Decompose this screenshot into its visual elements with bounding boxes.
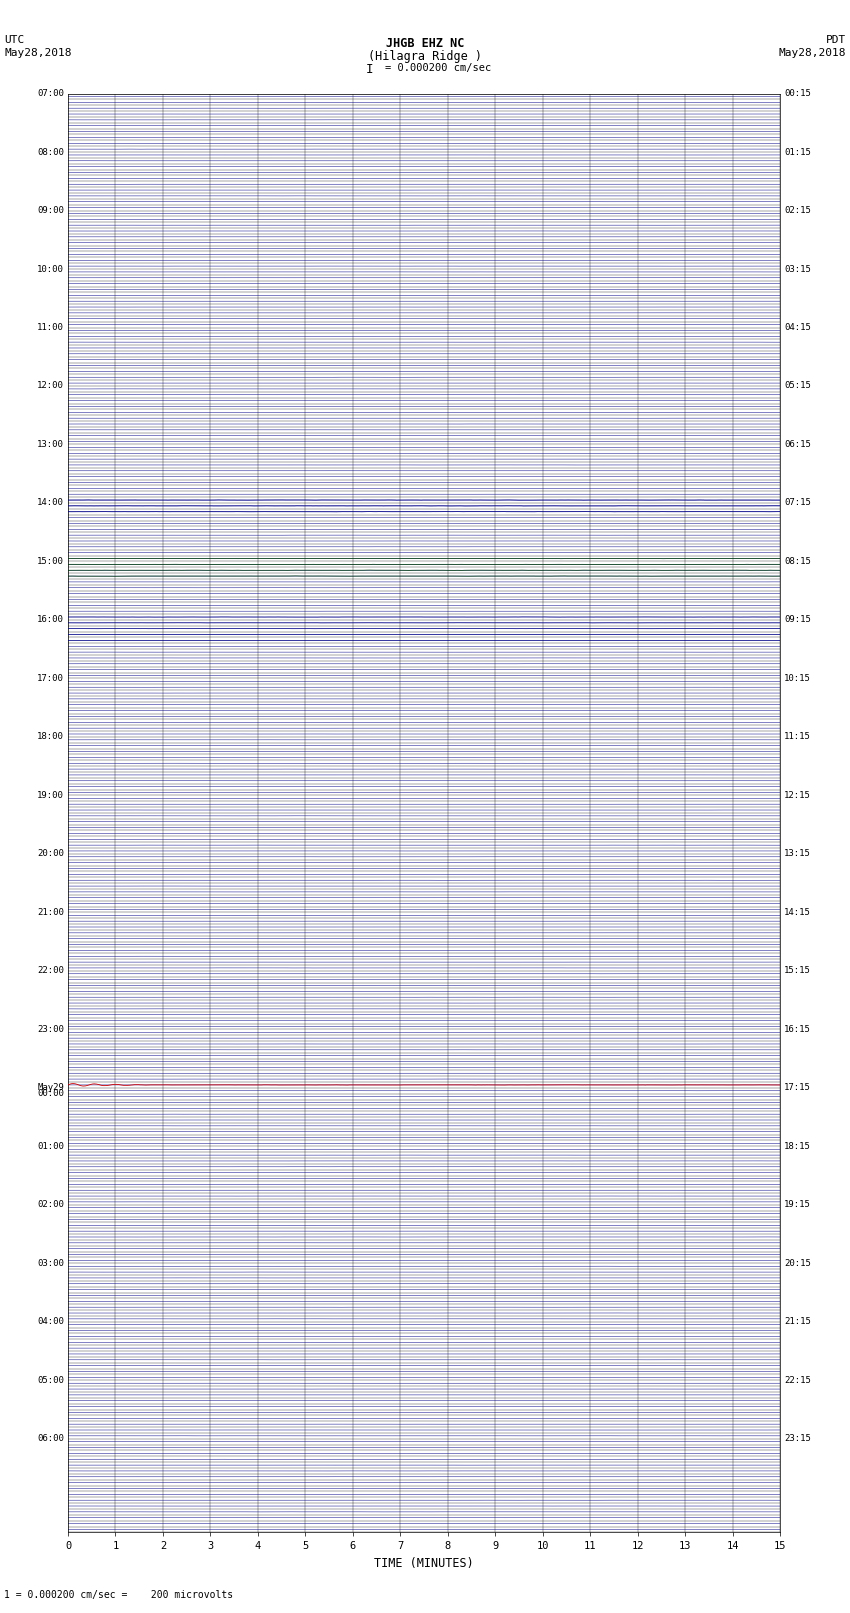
Text: 01:15: 01:15 <box>784 147 811 156</box>
Text: 13:00: 13:00 <box>37 440 65 448</box>
Text: 13:15: 13:15 <box>784 850 811 858</box>
Text: 00:15: 00:15 <box>784 89 811 98</box>
Text: 18:15: 18:15 <box>784 1142 811 1150</box>
Text: May28,2018: May28,2018 <box>779 48 846 58</box>
Text: 07:00: 07:00 <box>37 89 65 98</box>
Text: 09:00: 09:00 <box>37 206 65 215</box>
Text: 17:00: 17:00 <box>37 674 65 682</box>
Text: 04:15: 04:15 <box>784 323 811 332</box>
Text: (Hilagra Ridge ): (Hilagra Ridge ) <box>368 50 482 63</box>
Text: May28,2018: May28,2018 <box>4 48 71 58</box>
Text: = 0.000200 cm/sec: = 0.000200 cm/sec <box>385 63 491 73</box>
Text: 02:15: 02:15 <box>784 206 811 215</box>
Text: 1 = 0.000200 cm/sec =    200 microvolts: 1 = 0.000200 cm/sec = 200 microvolts <box>4 1590 234 1600</box>
Text: 11:15: 11:15 <box>784 732 811 742</box>
Text: 16:00: 16:00 <box>37 616 65 624</box>
Text: 04:00: 04:00 <box>37 1318 65 1326</box>
Text: 10:00: 10:00 <box>37 265 65 274</box>
Text: 08:15: 08:15 <box>784 556 811 566</box>
Text: I: I <box>366 63 373 76</box>
Text: 02:00: 02:00 <box>37 1200 65 1210</box>
Text: 15:15: 15:15 <box>784 966 811 976</box>
Text: 11:00: 11:00 <box>37 323 65 332</box>
Text: 14:00: 14:00 <box>37 498 65 508</box>
Text: JHGB EHZ NC: JHGB EHZ NC <box>386 37 464 50</box>
Text: 06:15: 06:15 <box>784 440 811 448</box>
Text: 15:00: 15:00 <box>37 556 65 566</box>
Text: 03:15: 03:15 <box>784 265 811 274</box>
Text: 06:00: 06:00 <box>37 1434 65 1444</box>
Text: 03:00: 03:00 <box>37 1258 65 1268</box>
Text: 21:00: 21:00 <box>37 908 65 916</box>
Text: 19:15: 19:15 <box>784 1200 811 1210</box>
Text: 22:00: 22:00 <box>37 966 65 976</box>
Text: 14:15: 14:15 <box>784 908 811 916</box>
Text: 23:00: 23:00 <box>37 1024 65 1034</box>
Text: May29: May29 <box>37 1084 65 1092</box>
Text: UTC: UTC <box>4 35 25 45</box>
Text: 08:00: 08:00 <box>37 147 65 156</box>
Text: 23:15: 23:15 <box>784 1434 811 1444</box>
X-axis label: TIME (MINUTES): TIME (MINUTES) <box>374 1557 474 1569</box>
Text: 10:15: 10:15 <box>784 674 811 682</box>
Text: 17:15: 17:15 <box>784 1084 811 1092</box>
Text: 00:00: 00:00 <box>37 1089 65 1098</box>
Text: 01:00: 01:00 <box>37 1142 65 1150</box>
Text: 19:00: 19:00 <box>37 790 65 800</box>
Text: 12:00: 12:00 <box>37 382 65 390</box>
Text: 18:00: 18:00 <box>37 732 65 742</box>
Text: 22:15: 22:15 <box>784 1376 811 1386</box>
Text: 21:15: 21:15 <box>784 1318 811 1326</box>
Text: 09:15: 09:15 <box>784 616 811 624</box>
Text: 05:15: 05:15 <box>784 382 811 390</box>
Text: 12:15: 12:15 <box>784 790 811 800</box>
Text: PDT: PDT <box>825 35 846 45</box>
Text: 05:00: 05:00 <box>37 1376 65 1386</box>
Text: 07:15: 07:15 <box>784 498 811 508</box>
Text: 20:00: 20:00 <box>37 850 65 858</box>
Text: 16:15: 16:15 <box>784 1024 811 1034</box>
Text: 20:15: 20:15 <box>784 1258 811 1268</box>
